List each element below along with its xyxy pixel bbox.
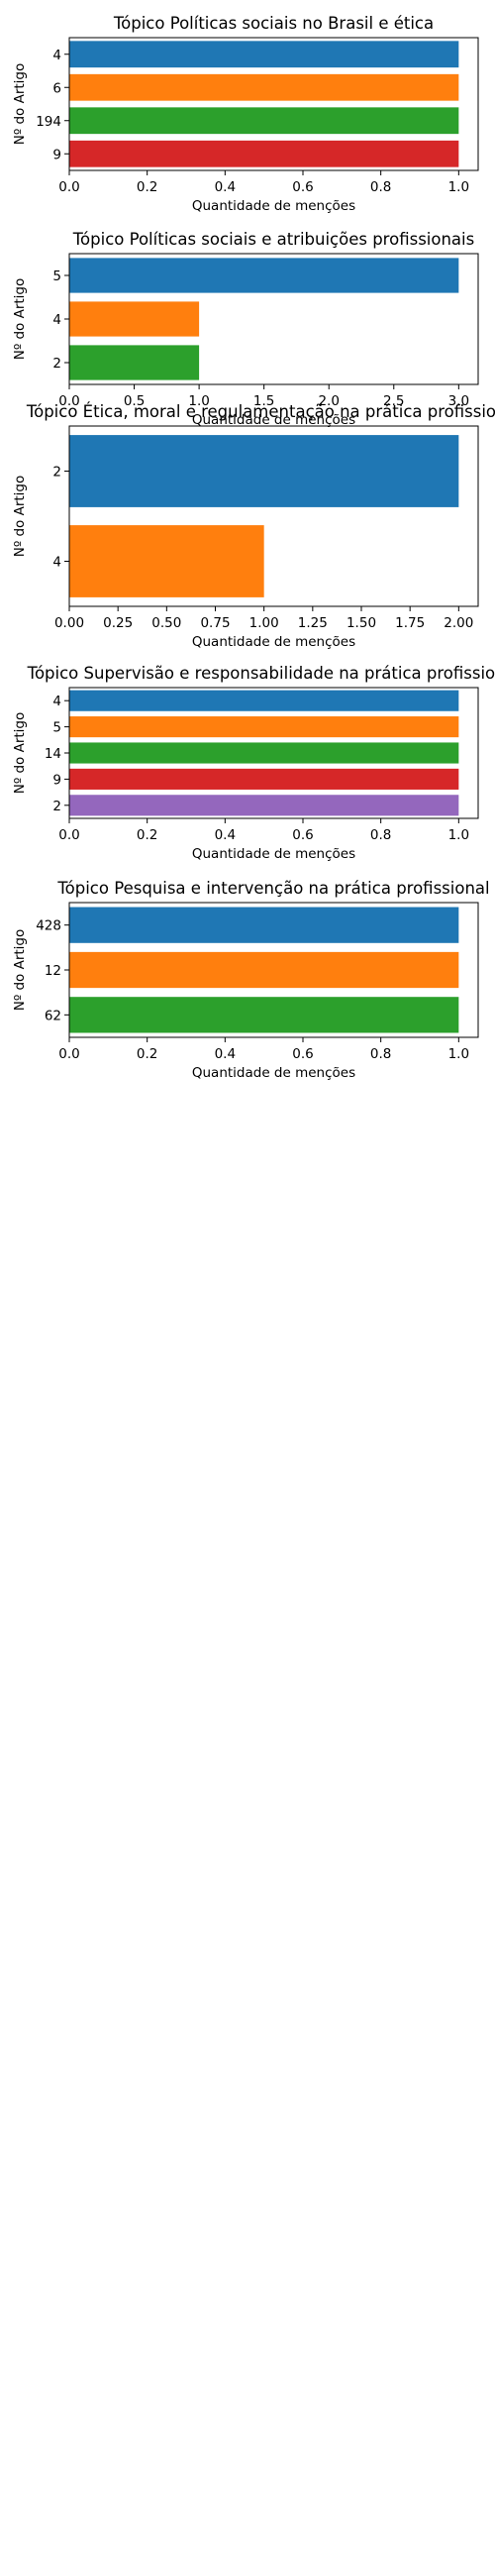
x-tick-label: 0.75	[200, 615, 230, 631]
x-tick-label: 0.2	[137, 1046, 157, 1062]
bar	[69, 73, 459, 101]
bar	[69, 525, 264, 597]
chart-title: Tópico Políticas sociais no Brasil e éti…	[113, 14, 434, 33]
y-axis-label: Nº do Artigo	[12, 278, 28, 361]
x-tick-label: 0.4	[215, 827, 236, 843]
bar	[69, 41, 459, 68]
chart-title: Tópico Pesquisa e intervenção na prática…	[56, 879, 489, 898]
y-tick-label: 62	[45, 1008, 61, 1023]
x-tick-label: 0.5	[124, 393, 145, 409]
y-tick-label: 4	[52, 555, 61, 571]
x-axis-label: Quantidade de menções	[192, 1065, 355, 1081]
bar	[69, 907, 459, 943]
y-axis-label: Nº do Artigo	[12, 929, 28, 1012]
x-tick-label: 1.0	[448, 1046, 469, 1062]
x-tick-label: 1.00	[249, 615, 279, 631]
x-axis-label: Quantidade de menções	[192, 198, 355, 214]
bar	[69, 107, 459, 135]
y-tick-label: 9	[52, 772, 61, 788]
x-tick-label: 1.50	[346, 615, 376, 631]
chart-1: Tópico Políticas sociais no Brasil e éti…	[12, 14, 479, 214]
y-tick-label: 2	[52, 799, 61, 814]
y-tick-label: 9	[52, 147, 61, 162]
bar	[69, 716, 459, 738]
axes-frame	[68, 253, 479, 385]
chart-2: Tópico Políticas sociais e atribuições p…	[12, 230, 479, 428]
y-tick-label: 4	[52, 48, 61, 63]
axes-frame	[68, 425, 479, 607]
bar	[69, 301, 200, 337]
x-tick-label: 1.0	[448, 827, 469, 843]
bar	[69, 951, 459, 989]
x-tick-label: 3.0	[448, 393, 469, 409]
bar	[69, 140, 459, 167]
x-tick-label: 0.25	[103, 615, 133, 631]
y-tick-label: 194	[36, 114, 61, 130]
x-tick-label: 0.4	[215, 179, 236, 195]
x-tick-label: 0.8	[370, 179, 391, 195]
y-tick-label: 2	[52, 356, 61, 372]
x-tick-label: 0.2	[137, 827, 157, 843]
chart-4: Tópico Supervisão e responsabilidade na …	[12, 664, 495, 862]
x-tick-label: 1.5	[253, 393, 274, 409]
chart-title: Tópico Políticas sociais e atribuições p…	[72, 230, 474, 249]
y-tick-label: 5	[52, 268, 61, 284]
y-tick-label: 12	[45, 963, 61, 979]
x-tick-label: 0.50	[151, 615, 181, 631]
x-tick-label: 0.8	[370, 1046, 391, 1062]
y-axis-label: Nº do Artigo	[12, 63, 28, 146]
y-tick-label: 428	[36, 918, 61, 934]
x-tick-label: 0.8	[370, 827, 391, 843]
bar	[69, 768, 459, 790]
bar	[69, 742, 459, 764]
y-tick-label: 4	[52, 694, 61, 709]
x-tick-label: 0.0	[58, 179, 79, 195]
x-tick-label: 0.6	[292, 1046, 313, 1062]
x-tick-label: 0.6	[292, 827, 313, 843]
x-tick-label: 2.5	[383, 393, 404, 409]
chart-title: Tópico Ética, moral e regulamentação na …	[26, 402, 495, 421]
x-tick-label: 1.25	[298, 615, 328, 631]
bar	[69, 345, 200, 380]
x-axis-label: Quantidade de menções	[192, 846, 355, 862]
bar	[69, 690, 459, 711]
chart-3: Tópico Ética, moral e regulamentação na …	[12, 402, 495, 650]
chart-5: Tópico Pesquisa e intervenção na prática…	[12, 879, 490, 1081]
x-tick-label: 2.00	[444, 615, 473, 631]
y-tick-label: 5	[52, 720, 61, 736]
bar	[69, 795, 459, 816]
chart-title: Tópico Supervisão e responsabilidade na …	[27, 664, 495, 683]
bar	[69, 997, 459, 1033]
x-tick-label: 0.0	[58, 827, 79, 843]
y-tick-label: 2	[52, 465, 61, 481]
axes-frame	[68, 687, 479, 819]
x-tick-label: 1.75	[395, 615, 425, 631]
y-tick-label: 14	[45, 746, 61, 762]
x-tick-label: 0.6	[292, 179, 313, 195]
x-tick-label: 1.0	[188, 393, 209, 409]
y-tick-label: 6	[52, 80, 61, 96]
x-tick-label: 0.0	[58, 1046, 79, 1062]
x-tick-label: 1.0	[448, 179, 469, 195]
y-tick-label: 4	[52, 312, 61, 328]
y-axis-label: Nº do Artigo	[12, 476, 28, 558]
x-tick-label: 2.0	[318, 393, 339, 409]
x-axis-label: Quantidade de menções	[192, 634, 355, 650]
x-tick-label: 0.00	[54, 615, 84, 631]
x-axis-label: Quantidade de menções	[192, 412, 355, 428]
bar	[69, 435, 459, 507]
y-axis-label: Nº do Artigo	[12, 712, 28, 795]
x-tick-label: 0.2	[137, 179, 157, 195]
x-tick-label: 0.4	[215, 1046, 236, 1062]
bar	[69, 258, 459, 293]
axes-frame	[68, 902, 479, 1038]
axes-frame	[68, 37, 479, 171]
x-tick-label: 0.0	[58, 393, 79, 409]
